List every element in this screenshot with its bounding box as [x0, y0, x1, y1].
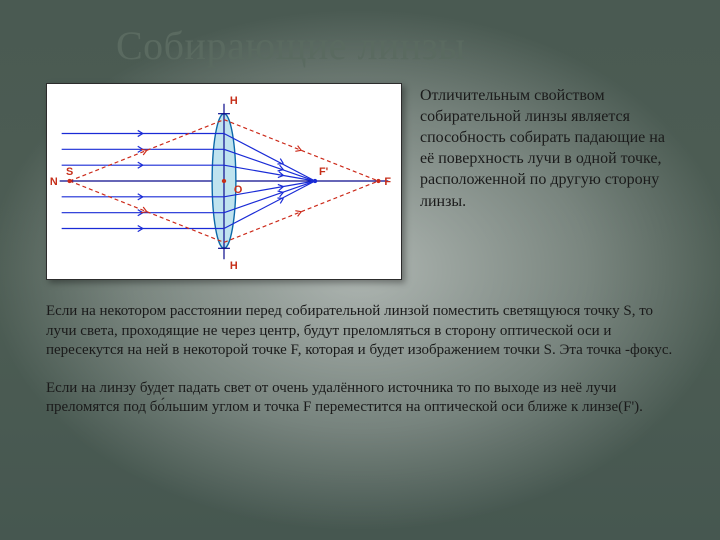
slide-title: Собирающие линзы [116, 22, 674, 69]
content-row: NS F' F O H H Отличительным свойством собират… [46, 83, 674, 280]
paragraph-1: Если на некотором расстоянии перед собир… [46, 302, 674, 361]
slide: Собирающие линзы NS F' F O H H Отличительным … [0, 0, 720, 540]
svg-text:H: H [230, 260, 238, 272]
svg-text:N: N [50, 176, 58, 188]
svg-text:S: S [66, 166, 73, 178]
svg-text:H: H [230, 95, 238, 107]
svg-text:F: F [384, 176, 391, 188]
paragraph-2: Если на линзу будет падать свет от очень… [46, 379, 674, 418]
svg-text:F': F' [319, 166, 329, 178]
svg-text:O: O [234, 184, 242, 196]
lens-diagram-svg: NS F' F O H H [47, 84, 401, 279]
side-paragraph: Отличительным свойством собирательной ли… [420, 83, 674, 212]
lens-diagram: NS F' F O H H [46, 83, 402, 280]
